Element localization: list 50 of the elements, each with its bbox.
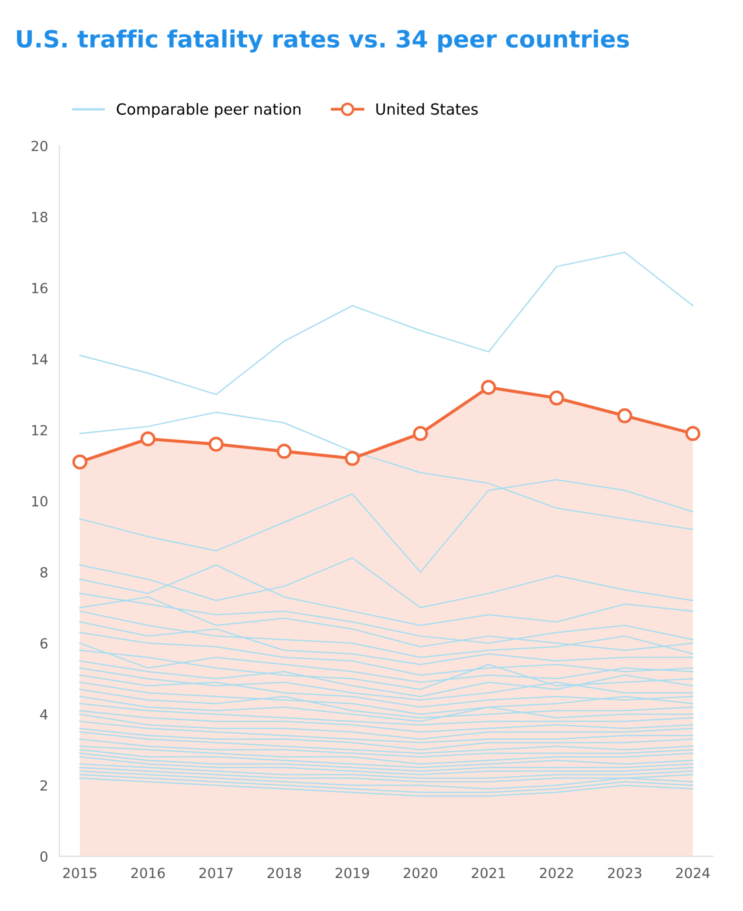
- y-tick-label: 12: [32, 424, 47, 436]
- line-series: [79, 728, 694, 750]
- x-tick-label: 2015: [63, 868, 96, 878]
- point: [412, 426, 428, 442]
- line-series: [79, 746, 694, 765]
- x-tick-label: 2021: [472, 868, 505, 878]
- y-tick-label: 10: [32, 496, 48, 507]
- point: [685, 426, 700, 442]
- point: [549, 390, 564, 406]
- chart-title: U.S. traffic fatality rates vs. 34 peer countries: [17, 29, 629, 53]
- line-series: [79, 770, 694, 790]
- x-tick-label: 2022: [540, 868, 573, 878]
- y-tick-label: 20: [32, 140, 48, 152]
- x-tick-label: 2018: [268, 868, 301, 878]
- point: [344, 450, 360, 466]
- y-tick-label: 2: [40, 780, 47, 791]
- x-tick-label: 2023: [608, 868, 642, 878]
- y-tick-label: 6: [40, 638, 48, 649]
- x-tick-label: 2016: [131, 868, 165, 878]
- y-tick-label: 16: [32, 282, 48, 294]
- legend-label: Comparable peer nation: [116, 103, 300, 118]
- line-series: [79, 752, 694, 772]
- line-series: [79, 714, 694, 740]
- line-series: [79, 710, 694, 733]
- line-series: [79, 702, 694, 726]
- point: [617, 408, 632, 424]
- point: [208, 436, 224, 452]
- y-tick-label: 18: [32, 212, 48, 222]
- x-tick-label: 2017: [199, 868, 233, 878]
- line-series: [79, 252, 694, 396]
- point: [481, 380, 496, 395]
- line-series: [79, 756, 694, 776]
- line-series: [79, 749, 694, 768]
- y-tick-label: 4: [40, 709, 48, 720]
- point: [276, 444, 292, 459]
- point: [140, 431, 156, 446]
- line-series: [79, 778, 694, 797]
- point: [72, 454, 88, 470]
- line-series: [79, 731, 694, 754]
- y-tick-label: 8: [40, 567, 48, 578]
- legend-label: United States: [376, 103, 478, 115]
- line-series: [79, 720, 694, 744]
- x-tick-label: 2020: [404, 868, 438, 878]
- line-series: [79, 763, 694, 779]
- line-series: [79, 774, 694, 794]
- y-tick-label: 14: [32, 354, 48, 364]
- x-tick-label: 2024: [676, 868, 710, 878]
- y-tick-label: 0: [40, 851, 48, 862]
- x-tick-label: 2019: [336, 868, 369, 878]
- line-series: [79, 738, 694, 758]
